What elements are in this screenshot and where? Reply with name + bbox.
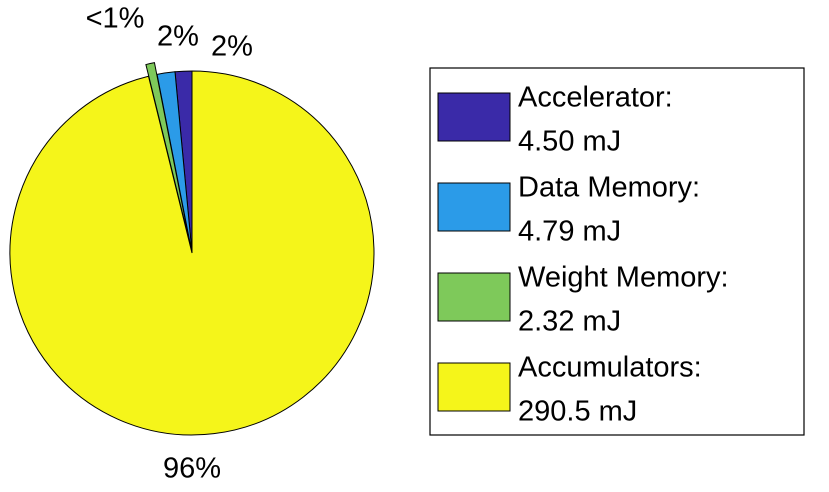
legend-value: 4.50 mJ — [518, 126, 621, 158]
legend-value: 4.79 mJ — [518, 216, 621, 248]
legend-label: Accumulators: — [518, 352, 702, 384]
legend-swatch — [437, 362, 511, 412]
legend-label: Data Memory: — [518, 172, 700, 204]
pie-slice — [9, 70, 375, 436]
legend-value: 2.32 mJ — [518, 306, 621, 338]
slice-label: <1% — [86, 3, 145, 35]
legend-label: Weight Memory: — [518, 262, 729, 294]
legend-swatch — [437, 182, 511, 232]
legend-label: Accelerator: — [518, 82, 673, 114]
slice-label: 96% — [163, 453, 221, 485]
slice-label: 2% — [157, 21, 199, 53]
slice-label: 2% — [211, 31, 253, 63]
legend-swatch — [437, 92, 511, 142]
legend-value: 290.5 mJ — [518, 396, 637, 428]
legend-swatch — [437, 272, 511, 322]
